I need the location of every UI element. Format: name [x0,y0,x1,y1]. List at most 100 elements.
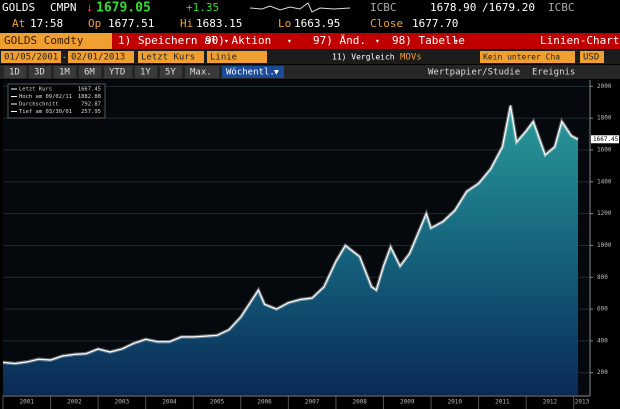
menu-item[interactable]: 97) Änd. [313,34,366,47]
close-label: Close [370,17,403,30]
frequency: Wöchentl. [226,68,275,78]
period-label: 5Y [165,68,176,78]
open-value: 1677.51 [108,17,154,30]
security-box[interactable] [0,33,112,49]
legend-label: Hoch am 09/02/11 [19,94,72,100]
period-label: 1D [9,68,20,78]
legend-value: 792.87 [81,102,101,108]
input-box[interactable] [68,51,134,63]
dropdown-arrow: ▼ [274,68,279,77]
bid-source: ICBC [370,1,397,14]
high-label: Hi [180,17,193,30]
period-button[interactable] [185,66,219,78]
lower: Kein unterer Cha [483,53,560,62]
x-tick-label: 2002 [67,399,82,406]
period-label: 3D [34,68,45,78]
x-tick-label: 2008 [352,399,367,406]
period-label: Max. [190,68,212,78]
open-label: Op [88,17,101,30]
y-tick-label: 1600 [597,147,612,154]
period-button[interactable] [79,66,101,78]
legend-label: Tief am 03/30/01 [19,109,72,115]
x-tick-label: 2006 [257,399,272,406]
frequency-box[interactable] [222,66,284,78]
period-button[interactable] [29,66,51,78]
y-tick-label: 600 [597,306,608,313]
change: +1.35 [186,1,219,14]
input-box[interactable] [1,51,61,63]
security[interactable]: GOLDS Comdty [4,34,84,47]
menu-item[interactable]: 90) Aktion [205,34,271,47]
end-date: 02/01/2013 [71,53,125,63]
x-tick-label: 2010 [448,399,463,406]
input-box[interactable] [580,51,604,63]
dropdown-arrow: ▾ [375,37,380,46]
field: Letzt Kurs [141,53,195,63]
bid: 1678.90 [430,1,476,14]
currency: USD [583,53,599,63]
movs: MOVs [400,53,422,63]
legend-box [7,83,106,119]
arrow: ↓ [86,1,93,15]
last-price: 1679.05 [96,1,151,16]
dropdown-arrow: ▾ [224,37,229,46]
input-box[interactable] [207,51,267,63]
y-tick-label: 200 [597,369,608,376]
period-label: YTD [109,68,125,78]
y-tick-label: 800 [597,274,608,281]
legend-value: 257.95 [81,109,101,115]
x-tick-label: 2003 [115,399,130,406]
source: CMPN [50,1,77,14]
period-label: 6M [84,68,95,78]
x-tick-label: 2009 [400,399,415,406]
last-value-flag [591,135,619,144]
chart-type: Linien-Chart [540,34,619,47]
low-value: 1663.95 [294,17,340,30]
legend-value: 1882.88 [78,94,101,100]
x-tick-label: 2011 [495,399,510,406]
ask-source: ICBC [548,1,575,14]
menu-item[interactable]: 98) Tabelle [392,34,465,47]
period-label: 1M [59,68,70,78]
study: Wertpapier/Studie [428,68,520,78]
input-box[interactable] [138,51,204,63]
dropdown-arrow: ▾ [287,37,292,46]
period-button[interactable] [4,66,26,78]
time-value: 17:58 [30,17,63,30]
menu-bar [112,33,620,49]
close-value: 1677.70 [412,17,458,30]
ask: /1679.20 [482,1,535,14]
x-tick-label: 2001 [20,399,35,406]
compare: 11) Vergleich [332,53,395,62]
y-tick-label: 1000 [597,242,612,249]
period-button[interactable] [160,66,182,78]
y-tick-label: 1400 [597,178,612,185]
sparkline [249,2,351,13]
x-tick-label: 2012 [543,399,558,406]
line [2,105,579,365]
x-tick-label: 2013 [575,399,590,406]
period-button[interactable] [104,66,132,78]
area [3,105,578,395]
ticker: GOLDS [2,1,35,14]
date-dash: - [62,53,67,63]
input-box[interactable] [480,51,575,63]
dropdown-arrow: ▾ [454,37,459,46]
period-label: 1Y [140,68,151,78]
style: Linie [210,53,237,63]
y-tick-label: 2000 [597,83,612,90]
menu-item[interactable]: 1) Speichern al [118,34,217,47]
period-button[interactable] [54,66,76,78]
legend-value: 1667.45 [78,87,101,93]
x-tick-label: 2007 [305,399,320,406]
period-button[interactable] [135,66,157,78]
legend-label: Letzt Kurs [19,87,52,93]
time-label: At [12,17,25,30]
low-label: Lo [278,17,291,30]
legend-label: Durchschnitt [19,102,59,108]
x-tick-label: 2004 [162,399,177,406]
y-tick-label: 1800 [597,115,612,122]
y-tick-label: 1200 [597,210,612,217]
x-tick-label: 2005 [210,399,225,406]
